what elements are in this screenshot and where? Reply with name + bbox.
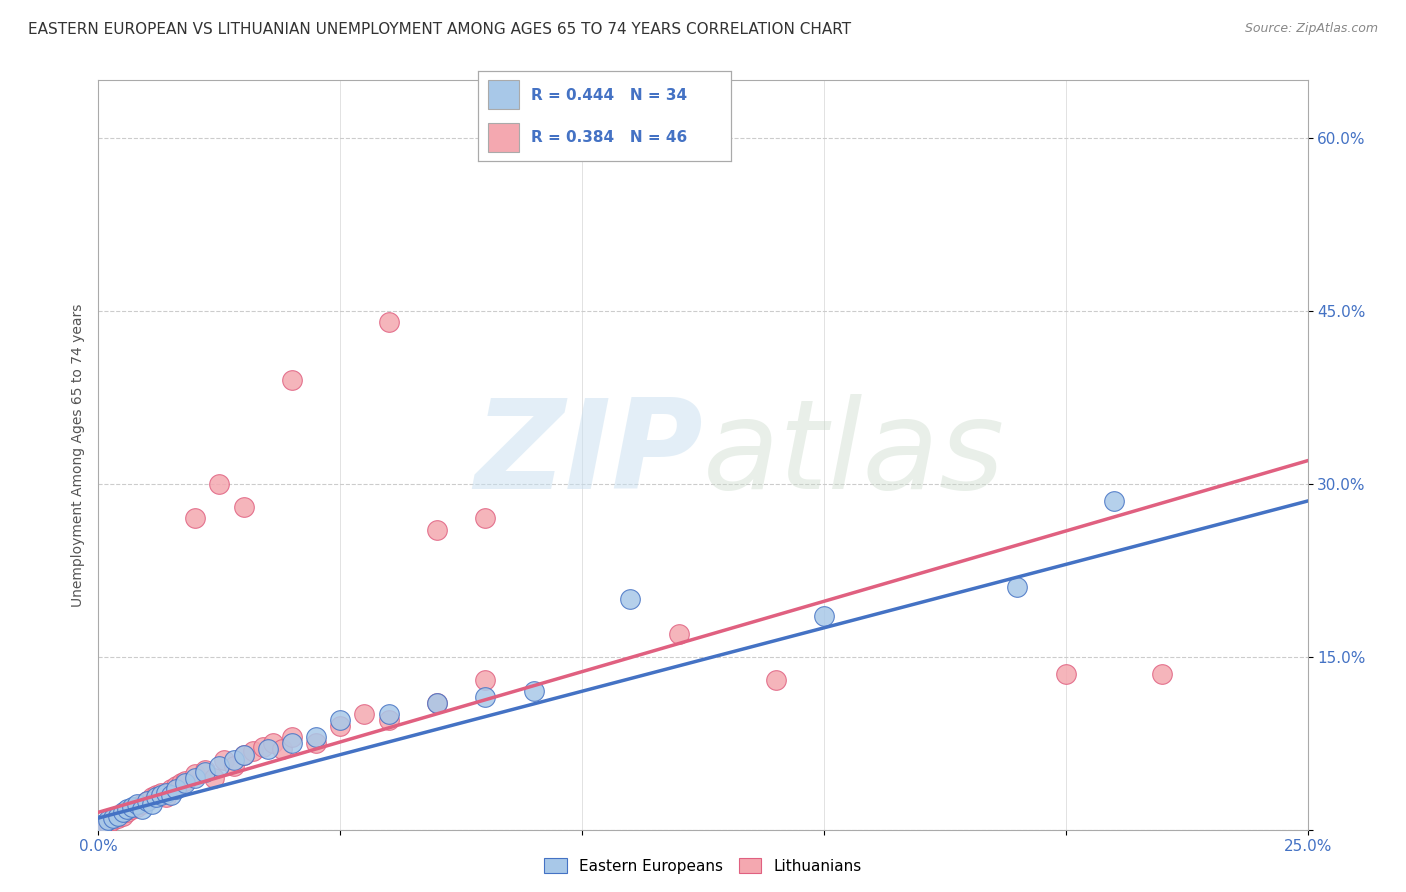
Point <box>101 814 124 828</box>
Point <box>256 742 278 756</box>
Point <box>194 764 217 779</box>
Point <box>135 794 157 808</box>
Point <box>204 771 226 785</box>
Point <box>242 744 264 758</box>
Point <box>232 500 254 514</box>
Point <box>1102 494 1125 508</box>
Text: R = 0.384   N = 46: R = 0.384 N = 46 <box>531 130 688 145</box>
Point <box>184 767 207 781</box>
Point <box>426 696 449 710</box>
Point <box>127 799 149 814</box>
Point <box>271 742 294 756</box>
Point <box>523 684 546 698</box>
Point <box>131 802 153 816</box>
Point <box>141 790 163 805</box>
Point <box>150 788 173 802</box>
Point <box>474 511 496 525</box>
Point <box>117 805 139 820</box>
Text: R = 0.444   N = 34: R = 0.444 N = 34 <box>531 88 688 103</box>
Point <box>305 736 328 750</box>
Point <box>169 776 191 790</box>
Point <box>353 707 375 722</box>
Point <box>1152 667 1174 681</box>
Point <box>668 626 690 640</box>
Point <box>222 753 245 767</box>
Point <box>262 736 284 750</box>
Point <box>281 736 304 750</box>
Point <box>212 753 235 767</box>
Point <box>107 808 129 822</box>
Point <box>111 808 134 822</box>
Point <box>165 779 187 793</box>
Point <box>426 696 449 710</box>
Point <box>117 802 139 816</box>
Point <box>232 747 254 762</box>
Point <box>474 690 496 704</box>
Point <box>232 747 254 762</box>
Point <box>145 788 167 802</box>
FancyBboxPatch shape <box>488 123 519 152</box>
Point <box>150 786 173 800</box>
Point <box>377 315 399 329</box>
Point <box>111 805 134 820</box>
Point <box>97 817 120 831</box>
Point <box>141 797 163 812</box>
Point <box>127 797 149 812</box>
Y-axis label: Unemployment Among Ages 65 to 74 years: Unemployment Among Ages 65 to 74 years <box>70 303 84 607</box>
Text: atlas: atlas <box>703 394 1005 516</box>
Point <box>377 707 399 722</box>
Point <box>377 713 399 727</box>
Point <box>329 719 352 733</box>
Point <box>252 739 274 754</box>
Legend: Eastern Europeans, Lithuanians: Eastern Europeans, Lithuanians <box>538 852 868 880</box>
Point <box>208 759 231 773</box>
FancyBboxPatch shape <box>488 80 519 109</box>
Point <box>184 771 207 785</box>
Point <box>1007 581 1029 595</box>
Point <box>135 794 157 808</box>
Point <box>91 817 114 831</box>
Point <box>174 776 197 790</box>
Point <box>174 774 197 789</box>
Point <box>194 763 217 777</box>
Point <box>160 782 183 797</box>
Point <box>329 713 352 727</box>
Point <box>1054 667 1077 681</box>
Point <box>97 814 120 828</box>
Point <box>281 731 304 745</box>
Point <box>160 788 183 802</box>
Point <box>184 511 207 525</box>
Point <box>619 592 641 607</box>
Point <box>121 799 143 814</box>
Point <box>208 476 231 491</box>
Point <box>155 790 177 805</box>
Point <box>155 786 177 800</box>
Point <box>91 819 114 833</box>
Point <box>765 673 787 687</box>
Point <box>131 797 153 812</box>
Point <box>426 523 449 537</box>
Point <box>474 673 496 687</box>
Text: ZIP: ZIP <box>474 394 703 516</box>
Point <box>101 811 124 825</box>
Point <box>281 373 304 387</box>
Point <box>165 782 187 797</box>
Point <box>813 609 835 624</box>
Text: EASTERN EUROPEAN VS LITHUANIAN UNEMPLOYMENT AMONG AGES 65 TO 74 YEARS CORRELATIO: EASTERN EUROPEAN VS LITHUANIAN UNEMPLOYM… <box>28 22 851 37</box>
Point <box>107 811 129 825</box>
Point <box>121 802 143 816</box>
Point <box>222 759 245 773</box>
Point <box>305 731 328 745</box>
Text: Source: ZipAtlas.com: Source: ZipAtlas.com <box>1244 22 1378 36</box>
Point <box>145 790 167 805</box>
